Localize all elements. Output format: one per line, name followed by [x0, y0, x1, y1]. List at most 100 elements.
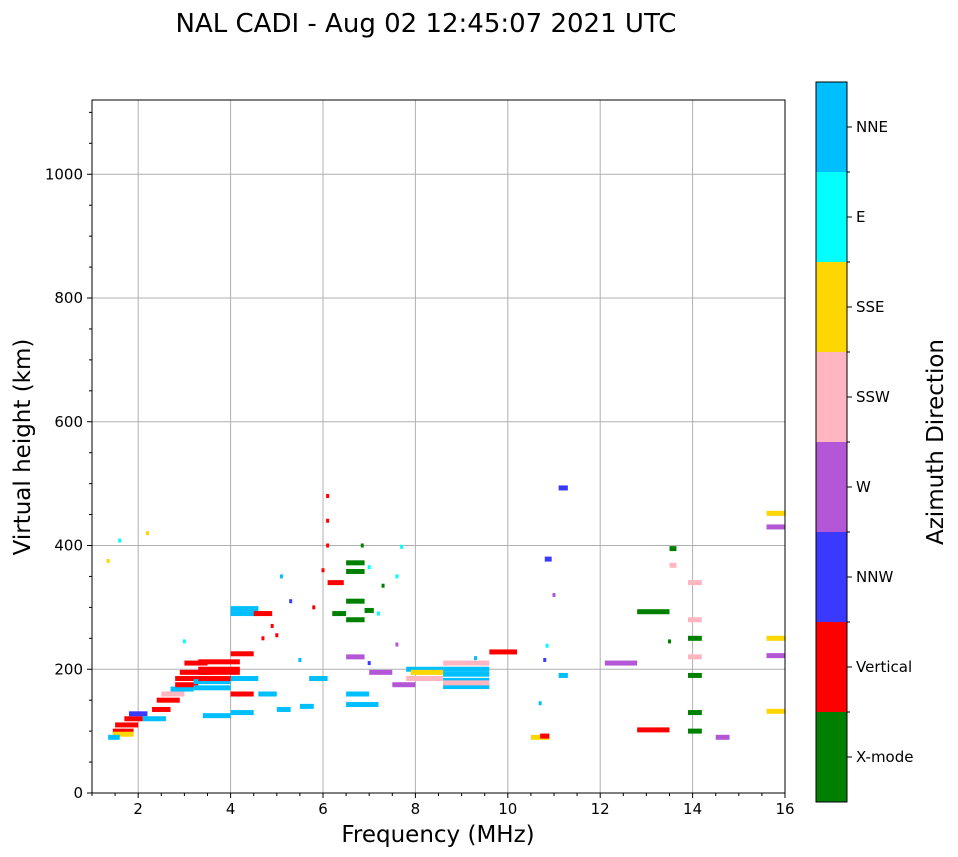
echo-point — [381, 583, 385, 588]
y-tick-label: 0 — [73, 784, 83, 802]
echo-segment — [443, 680, 490, 686]
echo-segment — [443, 666, 490, 672]
echo-segment — [193, 685, 231, 691]
echo-segment — [766, 524, 785, 530]
echo-point — [473, 656, 477, 661]
colorbar-tick-label: SSE — [856, 298, 885, 316]
echo-segment — [112, 728, 134, 734]
echo-segment — [346, 702, 379, 708]
echo-segment — [170, 686, 194, 692]
echo-segment — [443, 684, 490, 690]
x-tick-label: 8 — [411, 800, 421, 818]
echo-segment — [637, 727, 670, 733]
echo-segment — [558, 672, 568, 678]
echo-segment — [142, 716, 166, 722]
colorbar-segment — [816, 262, 847, 352]
echo-segment — [637, 609, 670, 615]
echo-point — [367, 661, 371, 666]
colorbar-segment — [816, 442, 847, 532]
echo-segment — [346, 568, 365, 574]
y-tick-label: 800 — [54, 289, 83, 307]
colorbar-tick-label: X-mode — [856, 748, 913, 766]
echo-point — [118, 538, 122, 543]
echo-segment — [687, 580, 702, 586]
echo-segment — [558, 485, 568, 491]
colorbar-label: Azimuth Direction — [923, 339, 949, 545]
echo-segment — [540, 733, 550, 739]
echo-point — [279, 574, 283, 579]
echo-segment — [687, 710, 702, 716]
echo-segment — [346, 560, 365, 566]
echo-point — [321, 568, 325, 573]
echo-segment — [161, 691, 185, 697]
echo-segment — [406, 676, 444, 682]
echo-segment — [715, 734, 730, 740]
echo-segment — [198, 666, 240, 672]
echo-segment — [346, 617, 365, 623]
echo-segment — [669, 546, 677, 552]
echo-segment — [687, 672, 702, 678]
echo-segment — [346, 654, 365, 660]
echo-point — [326, 518, 330, 523]
echo-segment — [410, 669, 444, 675]
echo-point — [261, 636, 265, 641]
echo-segment — [327, 580, 344, 586]
echo-segment — [766, 510, 785, 516]
x-tick-label: 4 — [226, 800, 236, 818]
echo-segment — [198, 669, 240, 675]
echo-point — [376, 611, 380, 616]
echo-segment — [604, 660, 638, 666]
echo-segment — [175, 676, 208, 682]
echo-point — [145, 531, 149, 536]
echo-segment — [115, 722, 139, 728]
colorbar-tick-label: NNW — [856, 568, 893, 586]
echo-point — [289, 599, 293, 604]
echo-segment — [193, 679, 231, 685]
echo-point — [552, 593, 556, 597]
colorbar-tick-label: SSW — [856, 388, 890, 406]
echo-segment — [112, 731, 134, 737]
y-tick-label: 600 — [54, 413, 83, 431]
colorbar-frame — [815, 81, 848, 803]
echo-segment — [230, 606, 259, 612]
echo-segment — [346, 598, 365, 604]
echo-point — [395, 642, 399, 647]
data-marks — [106, 485, 785, 740]
y-axis-label: Virtual height (km) — [10, 339, 36, 556]
echo-segment — [152, 706, 171, 712]
echo-segment — [392, 682, 416, 688]
colorbar-segment — [816, 172, 847, 262]
y-tick-label: 200 — [54, 660, 83, 678]
echo-segment — [364, 607, 374, 613]
colorbar-segment — [816, 712, 847, 802]
echo-point — [275, 633, 279, 638]
echo-segment — [230, 651, 254, 657]
echo-point — [367, 565, 371, 570]
echo-point — [182, 639, 186, 644]
colorbar-segment — [816, 82, 847, 172]
echo-segment — [369, 669, 393, 675]
echo-segment — [687, 654, 702, 660]
x-tick-label: 16 — [775, 800, 794, 818]
echo-segment — [544, 556, 552, 562]
x-axis-label: Frequency (MHz) — [341, 822, 534, 848]
echo-point — [326, 543, 330, 548]
colorbar-tick-label: NNE — [856, 118, 888, 136]
x-axis: 2 4 6 8 10 12 14 16 — [91, 793, 795, 818]
echo-segment — [276, 706, 291, 712]
echo-point — [668, 639, 671, 644]
echo-segment — [230, 676, 259, 682]
echo-point — [395, 574, 399, 579]
x-tick-label: 2 — [133, 800, 143, 818]
echo-segment — [230, 691, 254, 697]
x-tick-label: 14 — [683, 800, 702, 818]
echo-point — [400, 544, 404, 549]
echo-segment — [184, 660, 208, 666]
echo-segment — [124, 716, 143, 722]
echo-segment — [766, 653, 785, 659]
plot-area: 2 4 6 8 10 12 14 16 0 200 400 600 800 1000 — [45, 99, 795, 818]
x-tick-label: 12 — [591, 800, 610, 818]
echo-segment — [202, 713, 231, 719]
echo-point — [545, 643, 549, 648]
echo-point — [538, 701, 542, 706]
